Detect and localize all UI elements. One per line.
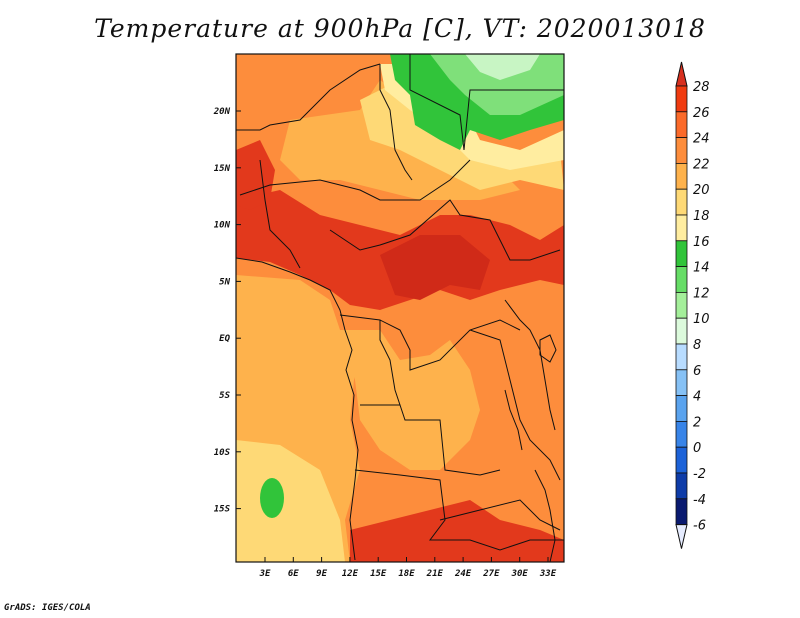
lon-tick-label: 30E [511,569,529,579]
colorbar-label: 22 [693,157,710,172]
colorbar-label: 4 [693,390,701,405]
colorbar-swatch [675,162,688,190]
lon-tick-label: 33E [539,569,557,579]
colorbar-label: 10 [693,312,710,327]
latitude-axis: 20N 15N 10N 5N EQ 5S 10S 15S [213,107,241,515]
lat-tick-label: 20N [213,107,231,117]
map-frame [235,53,565,563]
lat-tick-label: EQ [219,334,230,344]
colorbar-top-arrow [675,61,688,87]
colorbar-swatch [675,137,688,164]
lat-tick-label: 10S [214,448,231,458]
colorbar-label: -2 [693,467,706,482]
colorbar-label: 26 [693,106,710,121]
map-title: Temperature at 900hPa [C], VT: 202001301… [94,14,706,43]
lon-tick-label: 3E [259,569,271,579]
colorbar-bottom-arrow [675,524,688,549]
colorbar-label: 24 [693,132,710,147]
colorbar-swatch [675,317,688,345]
lat-tick-label: 5S [219,391,230,401]
colorbar-swatch [675,446,688,474]
lat-tick-label: 10N [214,221,231,231]
temperature-field [236,54,564,562]
colorbar-swatch [675,85,688,113]
lon-tick-label: 12E [342,569,359,579]
colorbar-swatch [675,395,688,422]
colorbar-label: -6 [693,519,706,534]
lat-tick-label: 5N [219,277,230,287]
lon-tick-label: 6E [288,569,299,579]
lon-tick-label: 9E [316,569,327,579]
colorbar-swatch [675,420,688,448]
colorbar-label: 2 [693,415,701,430]
colorbar-swatch [675,240,688,268]
lon-tick-label: 24E [454,569,472,579]
lon-tick-label: 27E [482,569,500,579]
colorbar-label: 0 [693,441,701,456]
lat-tick-label: 15S [214,505,231,515]
lon-tick-label: 18E [398,569,415,579]
colorbar-label: -4 [693,493,706,508]
colorbar-swatch [675,498,688,525]
colorbar-label: 14 [693,261,710,276]
lat-tick-label: 15N [214,164,231,174]
colorbar-label: 6 [693,364,701,379]
colorbar-swatch [675,188,688,216]
colorbar-swatch [675,472,688,500]
credit-text: GrADS: IGES/COLA [4,603,91,613]
colorbar-swatch [675,291,688,319]
colorbar-swatch [675,343,688,371]
colorbar-label: 20 [693,183,710,198]
colorbar-label: 16 [693,235,710,250]
lon-tick-label: 15E [370,569,387,579]
lon-tick-label: 21E [426,569,444,579]
colorbar-swatch [675,214,688,242]
colorbar-label: 12 [693,286,710,301]
colorbar-swatch [675,369,688,396]
country-borders [236,54,564,562]
colorbar-label: 18 [693,209,710,224]
colorbar-swatch [675,266,688,293]
colorbar-label: 28 [693,80,710,95]
colorbar-swatch [675,111,688,139]
longitude-axis: 3E 6E 9E 12E 15E 18E 21E 24E 27E 30E 33E [259,557,557,579]
colorbar-label: 8 [693,338,701,353]
